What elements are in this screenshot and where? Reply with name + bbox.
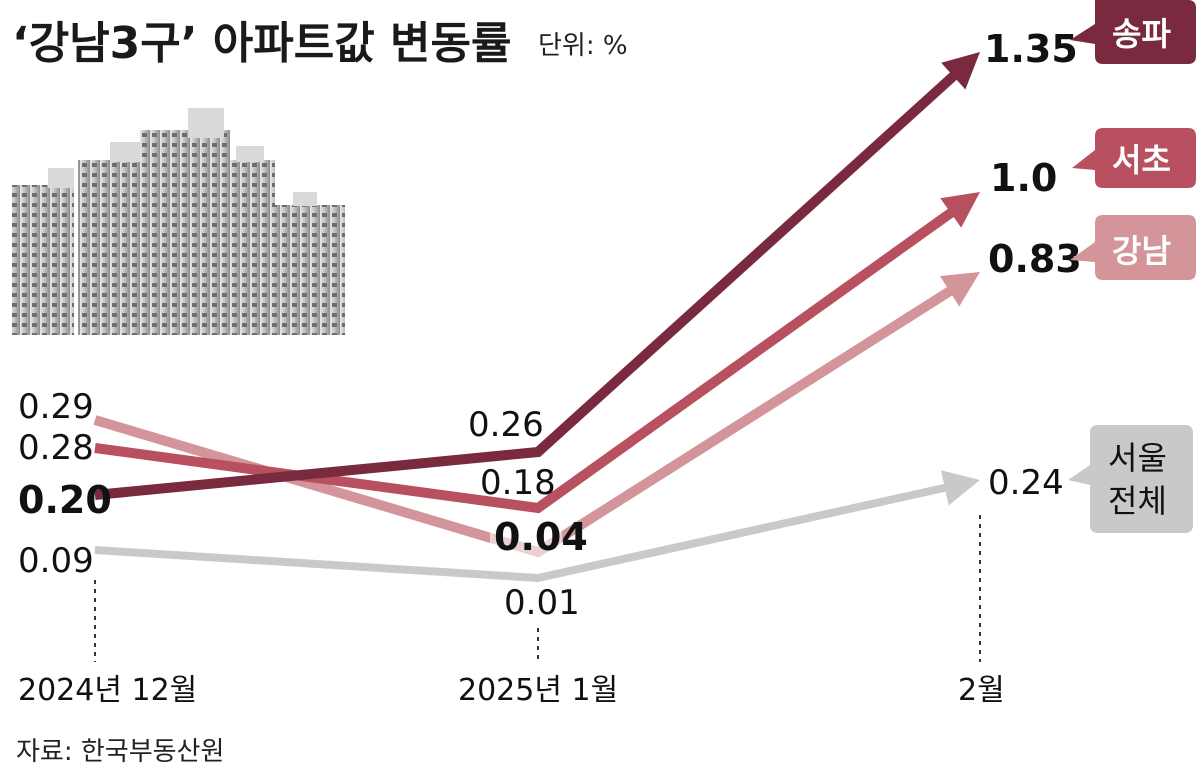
data-label-seocho-0: 0.28 <box>18 428 94 468</box>
x-tick-2: 2월 <box>958 673 1005 708</box>
series-line-seocho <box>94 203 962 514</box>
data-label-gangnam-0: 0.29 <box>18 387 94 427</box>
data-label-songpa-0: 0.20 <box>18 478 112 522</box>
chart-title: ‘강남3구’ 아파트값 변동률 <box>12 18 511 69</box>
tag-seocho-label: 서초 <box>1112 141 1171 179</box>
tag-seoul-label-2: 전체 <box>1108 482 1167 520</box>
data-label-seocho-2: 1.0 <box>990 156 1057 200</box>
series-line-seoul <box>94 481 956 583</box>
x-tick-0: 2024년 12월 <box>18 673 197 708</box>
data-label-seoul-1: 0.01 <box>504 583 580 623</box>
tag-songpa-bg <box>1070 0 1196 64</box>
series-line-songpa <box>94 65 965 500</box>
tag-seoul-bg <box>1068 425 1193 533</box>
series-arrow-gangnam <box>939 272 980 307</box>
data-label-gangnam-2: 0.83 <box>988 237 1082 281</box>
tag-seoul: 서울 전체 <box>1068 425 1193 533</box>
label-layer: 0.20 0.26 1.35 0.28 0.18 1.0 0.29 0.04 0.83 0.09 0… <box>18 27 1082 623</box>
apartment-illustration <box>12 108 345 335</box>
series-arrow-seocho <box>940 192 980 228</box>
tag-songpa: 송파 <box>1070 0 1196 64</box>
series-arrow-songpa <box>941 52 980 90</box>
series-arrow-seoul <box>940 470 980 506</box>
unit-label: 단위: % <box>538 31 628 61</box>
label-bg <box>490 518 562 558</box>
tag-seocho-bg <box>1072 128 1196 188</box>
tag-gangnam-label: 강남 <box>1112 232 1171 270</box>
data-label-seoul-0: 0.09 <box>18 541 94 581</box>
tag-songpa-label: 송파 <box>1112 15 1171 53</box>
tag-seoul-label-1: 서울 <box>1108 439 1167 477</box>
source-note: 자료: 한국부동산원 <box>16 737 224 767</box>
data-label-songpa-1: 0.26 <box>468 405 544 445</box>
tag-gangnam-bg <box>1070 215 1196 280</box>
data-label-songpa-2: 1.35 <box>984 27 1078 71</box>
data-label-gangnam-1: 0.04 <box>494 515 588 559</box>
tag-seocho: 서초 <box>1072 128 1196 188</box>
data-label-seoul-2: 0.24 <box>988 463 1064 503</box>
data-label-seocho-1: 0.18 <box>480 463 556 503</box>
tag-gangnam: 강남 <box>1070 215 1196 280</box>
x-tick-1: 2025년 1월 <box>458 673 618 708</box>
